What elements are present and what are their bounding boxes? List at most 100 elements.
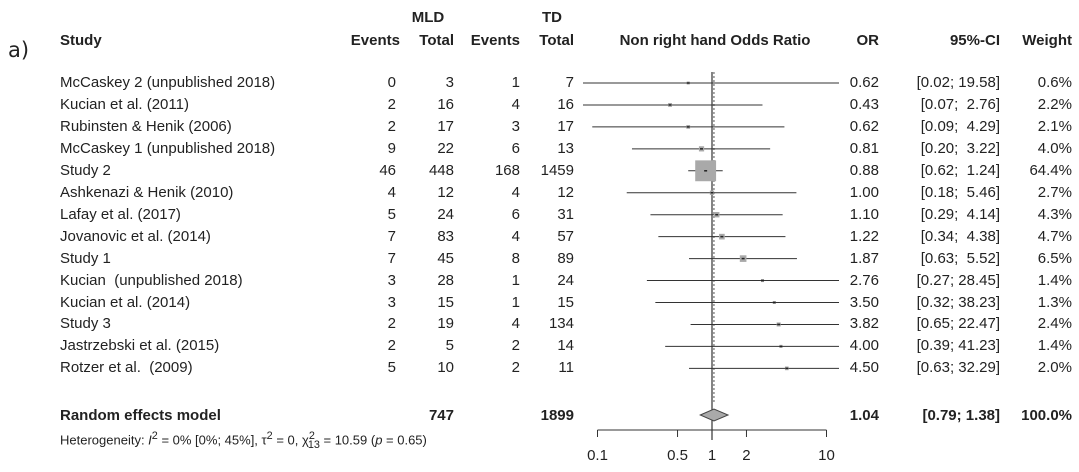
weight-cell: 1.3% (1037, 293, 1072, 311)
weight-cell: 6.5% (1037, 249, 1072, 267)
total2-cell: 24 (557, 271, 574, 289)
total2-cell: 134 (548, 315, 574, 333)
events2-cell: 2 (511, 337, 520, 355)
total2-cell: 7 (565, 74, 574, 91)
x-tick-label: 10 (818, 447, 835, 464)
or-cell: 3.82 (849, 315, 879, 333)
group1-header: MLD (411, 9, 445, 26)
events1-header: Events (350, 32, 400, 49)
ci-cell: [0.29; 4.14] (920, 205, 1000, 223)
ci-cell: [0.27; 28.45] (916, 271, 1000, 289)
total1-cell: 3 (445, 74, 454, 91)
ci-cell: [0.32; 38.23] (916, 293, 1000, 311)
total2-cell: 14 (557, 337, 574, 355)
events2-cell: 6 (511, 205, 520, 223)
plot-header: Non right hand Odds Ratio (619, 32, 811, 49)
panel-label: a) (8, 38, 30, 62)
or-cell: 0.62 (849, 74, 879, 91)
events2-cell: 3 (511, 117, 520, 135)
ci-cell: [0.34; 4.38] (920, 227, 1000, 245)
events1-cell: 46 (379, 161, 396, 179)
weight-cell: 2.0% (1037, 359, 1072, 377)
total2-cell: 1459 (540, 161, 574, 179)
total1-cell: 15 (437, 293, 454, 311)
weight-cell: 4.3% (1037, 205, 1072, 223)
events1-cell: 2 (387, 95, 396, 113)
events1-cell: 5 (387, 205, 396, 223)
or-cell: 0.81 (849, 139, 879, 157)
study-name: Kucian et al. (2011) (60, 95, 189, 113)
events1-cell: 2 (387, 117, 396, 135)
or-cell: 1.22 (849, 227, 879, 245)
total1-cell: 45 (437, 249, 454, 267)
or-cell: 1.00 (849, 183, 879, 201)
events2-cell: 1 (511, 293, 520, 311)
or-cell: 4.50 (849, 359, 879, 377)
summary-weight: 100.0% (1021, 407, 1072, 424)
total1-cell: 24 (437, 205, 454, 223)
or-header: OR (856, 32, 880, 49)
weight-header: Weight (1022, 32, 1072, 49)
or-cell: 2.76 (849, 271, 879, 289)
or-cell: 0.62 (849, 117, 879, 135)
summary-total2: 1899 (540, 407, 574, 424)
heterogeneity-stats: Heterogeneity: I2 = 0% [0%; 45%], τ2 = 0… (60, 430, 427, 451)
study-name: Jovanovic et al. (2014) (60, 227, 211, 245)
events1-cell: 7 (387, 227, 396, 245)
study-name: Lafay et al. (2017) (60, 205, 181, 223)
study-name: Study 3 (60, 315, 111, 333)
weight-cell: 4.0% (1037, 139, 1072, 157)
total2-cell: 31 (557, 205, 574, 223)
weight-cell: 2.1% (1037, 117, 1072, 135)
study-name: Study 1 (60, 249, 111, 267)
total2-cell: 15 (557, 293, 574, 311)
x-tick-label: 1 (708, 447, 716, 464)
study-name: McCaskey 2 (unpublished 2018) (60, 74, 276, 91)
or-cell: 1.87 (849, 249, 879, 267)
total1-cell: 83 (437, 227, 454, 245)
ci-cell: [0.02; 19.58] (916, 74, 1000, 91)
weight-cell: 2.7% (1037, 183, 1072, 201)
or-cell: 1.10 (849, 205, 879, 223)
events2-header: Events (470, 32, 520, 49)
total2-cell: 11 (558, 359, 574, 377)
events1-cell: 2 (387, 337, 396, 355)
group2-header: TD (542, 9, 562, 26)
ci-cell: [0.65; 22.47] (916, 315, 1000, 333)
events2-cell: 4 (511, 227, 520, 245)
weight-cell: 0.6% (1037, 74, 1072, 91)
study-name: McCaskey 1 (unpublished 2018) (60, 139, 276, 157)
pooled-diamond (699, 408, 730, 422)
events2-cell: 4 (511, 95, 520, 113)
events2-cell: 2 (511, 359, 520, 377)
events1-cell: 9 (387, 139, 396, 157)
x-tick-label: 0.5 (667, 447, 688, 464)
events1-cell: 3 (387, 271, 396, 289)
events1-cell: 0 (387, 74, 396, 91)
total2-cell: 12 (557, 183, 574, 201)
x-tick-label: 2 (742, 447, 750, 464)
weight-cell: 4.7% (1037, 227, 1072, 245)
total1-cell: 17 (437, 117, 454, 135)
or-cell: 3.50 (849, 293, 879, 311)
weight-cell: 1.4% (1037, 271, 1072, 289)
study-name: Kucian (unpublished 2018) (60, 271, 243, 289)
total1-cell: 12 (437, 183, 454, 201)
study-name: Jastrzebski et al. (2015) (60, 337, 220, 355)
total1-cell: 28 (437, 271, 454, 289)
total2-cell: 17 (557, 117, 574, 135)
summary-ci: [0.79; 1.38] (922, 407, 1000, 424)
study-name: Rotzer et al. (2009) (60, 359, 193, 377)
ci-header: 95%-CI (949, 32, 1000, 49)
total2-header: Total (539, 32, 574, 49)
weight-cell: 1.4% (1037, 337, 1072, 355)
events2-cell: 1 (511, 271, 520, 289)
events2-cell: 8 (511, 249, 520, 267)
total2-cell: 13 (557, 139, 574, 157)
weight-cell: 2.2% (1037, 95, 1072, 113)
ci-cell: [0.20; 3.22] (920, 139, 1000, 157)
total2-cell: 89 (557, 249, 574, 267)
events1-cell: 3 (387, 293, 396, 311)
ci-cell: [0.07; 2.76] (920, 95, 1000, 113)
